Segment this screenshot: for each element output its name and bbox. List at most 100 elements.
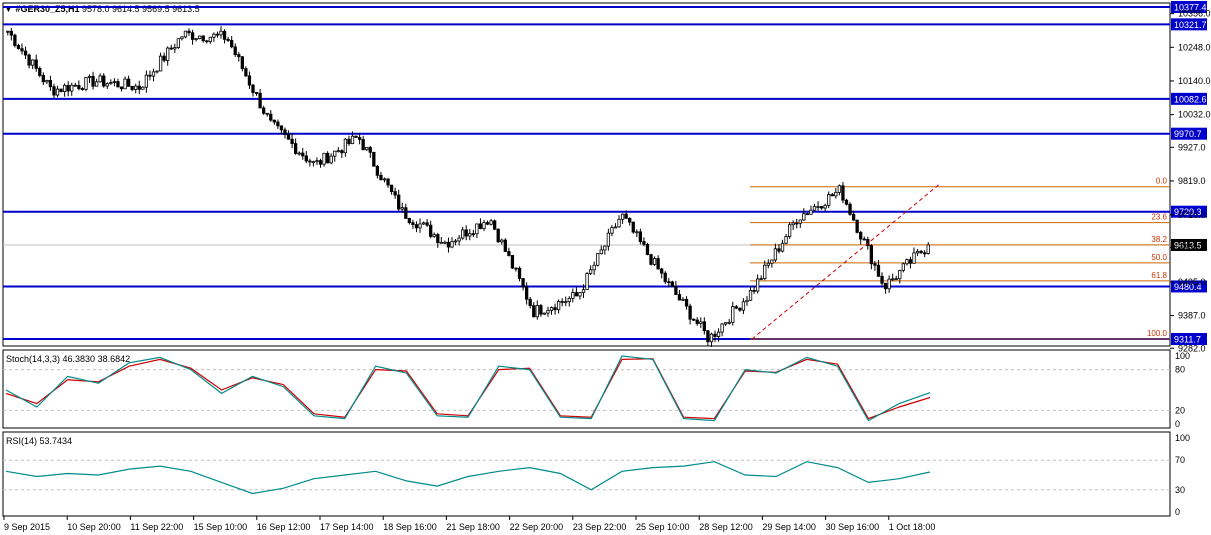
fib-level-label: 61.8 bbox=[1151, 271, 1167, 280]
candle-bull bbox=[166, 47, 170, 61]
candle-bear bbox=[866, 238, 870, 247]
candle-bear bbox=[873, 263, 877, 266]
candle-bull bbox=[823, 204, 827, 209]
price-tick-label: 9495.0 bbox=[1178, 277, 1206, 287]
candle-bear bbox=[137, 85, 141, 90]
trend-line[interactable] bbox=[751, 183, 941, 340]
candle-bear bbox=[553, 307, 557, 311]
candle-bull bbox=[475, 223, 479, 235]
candle-bull bbox=[112, 81, 117, 83]
candle-bear bbox=[162, 55, 166, 61]
candle-bull bbox=[891, 278, 895, 281]
candle-bull bbox=[585, 273, 589, 291]
candle-bear bbox=[851, 213, 856, 221]
candle-bull bbox=[461, 229, 465, 239]
candle-bear bbox=[919, 250, 923, 254]
candle-bull bbox=[329, 155, 333, 164]
time-tick-label: 16 Sep 12:00 bbox=[257, 522, 311, 532]
candle-bear bbox=[642, 241, 646, 245]
candle-bull bbox=[183, 30, 188, 38]
level-price-tag bbox=[1171, 1, 1207, 13]
candle-bear bbox=[222, 30, 227, 40]
candle-bull bbox=[134, 85, 138, 90]
candle-bear bbox=[254, 92, 259, 94]
time-tick-label: 10 Sep 20:00 bbox=[67, 522, 121, 532]
candle-bull bbox=[741, 301, 746, 311]
candle-bull bbox=[212, 33, 216, 38]
candle-bull bbox=[784, 236, 788, 244]
candle-bear bbox=[279, 125, 284, 131]
candle-bear bbox=[190, 32, 195, 40]
candle-bear bbox=[91, 75, 95, 87]
candle-bull bbox=[542, 312, 547, 315]
candle-bull bbox=[94, 81, 99, 87]
fib-level-label: 100.0 bbox=[1147, 329, 1168, 338]
candle-bear bbox=[830, 194, 834, 197]
candle-bear bbox=[478, 223, 483, 229]
candle-bull bbox=[887, 278, 891, 290]
candle-bull bbox=[787, 224, 792, 237]
header-arrow-icon[interactable]: ▼ bbox=[4, 4, 13, 14]
candle-bear bbox=[695, 319, 699, 324]
candlestick-series bbox=[6, 26, 930, 347]
candle-bull bbox=[773, 248, 778, 261]
candle-bear bbox=[677, 294, 682, 301]
candle-bear bbox=[304, 155, 308, 162]
candle-bear bbox=[148, 74, 152, 77]
candle-bull bbox=[716, 331, 721, 337]
candle-bull bbox=[219, 30, 223, 36]
candle-bear bbox=[869, 245, 874, 265]
candle-bear bbox=[496, 228, 500, 243]
level-price-tag bbox=[1171, 92, 1207, 105]
time-tick-label: 9 Sep 2015 bbox=[4, 522, 50, 532]
fibonacci-retracement[interactable]: 0.0 23.6 38.2 50.0 61.8 100.0 bbox=[750, 177, 1170, 340]
candle-bear bbox=[169, 47, 173, 50]
candle-bear bbox=[77, 85, 81, 89]
candle-bull bbox=[432, 234, 436, 237]
candle-bear bbox=[908, 259, 913, 264]
candle-bull bbox=[208, 36, 212, 42]
candle-bear bbox=[638, 231, 643, 242]
candle-bull bbox=[613, 226, 618, 229]
candle-bull bbox=[439, 241, 443, 244]
horizontal-levels[interactable]: 10377.410321.710082.69970.79720.39480.49… bbox=[3, 1, 1207, 345]
candle-bear bbox=[524, 286, 529, 300]
candle-bear bbox=[503, 239, 507, 252]
candle-bear bbox=[276, 121, 280, 127]
candle-bear bbox=[876, 264, 881, 277]
candle-bull bbox=[84, 77, 88, 90]
stoch-signal-line bbox=[5, 358, 931, 420]
time-tick-label: 29 Sep 14:00 bbox=[762, 522, 816, 532]
candle-bear bbox=[52, 86, 56, 96]
candle-bear bbox=[258, 92, 262, 109]
stoch-main-line bbox=[5, 355, 931, 422]
candle-bear bbox=[425, 222, 429, 226]
candle-bear bbox=[702, 321, 706, 332]
candle-bear bbox=[23, 50, 28, 56]
candle-bull bbox=[546, 309, 550, 314]
time-tick-label: 30 Sep 16:00 bbox=[826, 522, 880, 532]
candle-bear bbox=[9, 30, 13, 36]
candle-bear bbox=[247, 75, 252, 86]
candle-bear bbox=[230, 40, 234, 48]
candle-bear bbox=[240, 56, 244, 70]
price-tick-label: 9927.0 bbox=[1178, 142, 1206, 152]
candle-bull bbox=[606, 232, 611, 247]
candle-bear bbox=[357, 137, 362, 140]
price-tick-label: 9819.0 bbox=[1178, 176, 1206, 186]
price-tick-label: 10356.0 bbox=[1178, 9, 1211, 19]
candle-bear bbox=[859, 231, 863, 240]
candle-bull bbox=[556, 300, 561, 311]
candle-bear bbox=[471, 233, 475, 236]
candle-bear bbox=[201, 35, 205, 42]
candle-bear bbox=[16, 45, 21, 50]
stoch-label: Stoch(14,3,3) 46.3830 38.6842 bbox=[6, 354, 130, 364]
rsi-tick-label: 30 bbox=[1175, 485, 1185, 495]
candle-bear bbox=[237, 54, 241, 58]
main-pane bbox=[2, 2, 1171, 347]
candle-bear bbox=[119, 86, 124, 90]
candle-bear bbox=[667, 281, 671, 284]
candle-bear bbox=[187, 30, 191, 34]
candle-bear bbox=[883, 282, 888, 290]
